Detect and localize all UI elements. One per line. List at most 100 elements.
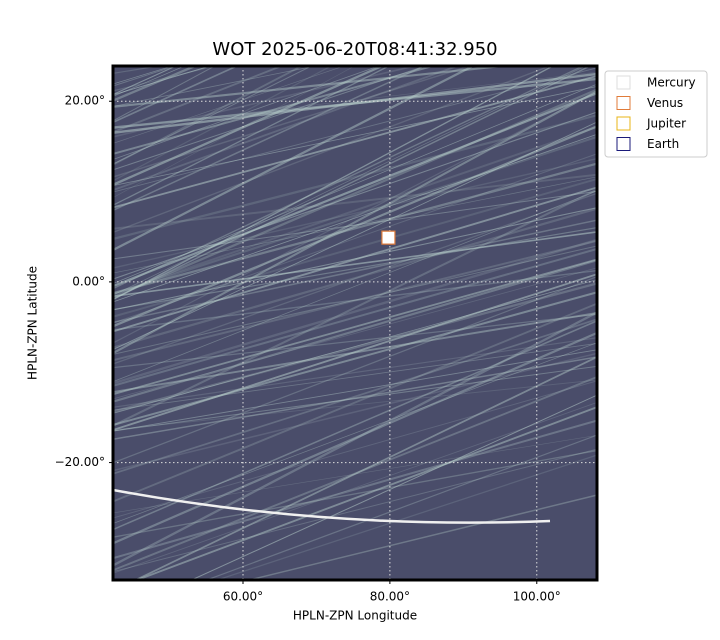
y-axis-label: HPLN-ZPN Latitude (26, 266, 40, 380)
legend-label: Jupiter (646, 117, 686, 131)
legend-swatch (616, 137, 631, 151)
streak (113, 379, 597, 431)
streak (113, 311, 597, 567)
streak (113, 66, 419, 138)
streak (113, 66, 555, 301)
streak (113, 77, 597, 129)
streaks (93, 0, 617, 580)
streak (93, 0, 617, 44)
streak (113, 259, 597, 403)
streak (113, 133, 597, 303)
x-tick-label: 80.00° (370, 590, 410, 604)
legend-label: Mercury (647, 76, 696, 90)
streak (113, 356, 597, 440)
streak (113, 135, 597, 296)
streak (113, 157, 597, 269)
streak (113, 66, 186, 97)
streak (113, 66, 428, 171)
streak (113, 337, 597, 408)
planet-marker (382, 231, 395, 244)
streak (113, 75, 597, 209)
legend-label: Earth (647, 137, 679, 151)
streak (113, 66, 239, 124)
streak (246, 494, 597, 580)
streak (113, 352, 597, 472)
legend-label: Venus (647, 96, 683, 110)
streak (113, 245, 597, 355)
streak (113, 162, 597, 295)
planet-marker (381, 230, 396, 245)
frame (111, 64, 599, 582)
streak (113, 178, 597, 318)
x-tick-label: 100.00° (513, 590, 561, 604)
streak (113, 89, 597, 355)
streak (113, 66, 585, 290)
streak (113, 66, 552, 234)
streak (113, 343, 597, 411)
streak (113, 302, 597, 503)
streak (113, 121, 597, 351)
streak (113, 282, 597, 413)
streak (113, 66, 437, 155)
streak (113, 66, 385, 187)
streak (113, 173, 597, 230)
streak (113, 313, 597, 369)
streak (113, 231, 597, 298)
streak (113, 258, 597, 396)
streak (113, 88, 597, 299)
streak (113, 66, 285, 134)
streak (113, 66, 198, 102)
streak (93, 0, 617, 38)
streak (113, 66, 513, 108)
streak (113, 342, 597, 524)
y-tick-label: 20.00° (65, 94, 105, 108)
streak (93, 0, 617, 28)
streak (93, 0, 617, 74)
streak (113, 86, 597, 187)
streak (113, 90, 597, 344)
streak (113, 380, 597, 519)
streak (93, 0, 617, 26)
streak (113, 66, 212, 96)
streak (113, 72, 597, 134)
markers (381, 230, 396, 245)
streak (113, 192, 597, 365)
streak (113, 188, 597, 427)
streak (113, 125, 597, 328)
legend: Mercury Venus Jupiter Earth (604, 70, 708, 158)
streak (113, 66, 218, 92)
legend-swatch (616, 75, 631, 90)
streak (113, 66, 346, 144)
streak (113, 92, 597, 288)
streak (113, 66, 356, 199)
streak (215, 454, 597, 580)
streak (113, 269, 597, 331)
streak (113, 219, 597, 324)
x-axis-label: HPLN-ZPN Longitude (293, 609, 417, 623)
streak (133, 356, 597, 580)
y-tick-label: 0.00° (72, 274, 105, 288)
streak (113, 71, 597, 129)
streak (113, 67, 597, 193)
streak (113, 207, 597, 311)
streak (134, 406, 597, 580)
streak (113, 111, 597, 280)
streak (113, 318, 597, 475)
streak (113, 66, 476, 252)
streak (113, 419, 597, 560)
streak (113, 291, 597, 426)
streak (113, 114, 597, 241)
x-tick-label: 60.00° (223, 590, 263, 604)
streak (113, 153, 597, 324)
streak (190, 394, 597, 580)
streak (113, 66, 473, 178)
streak (113, 375, 597, 572)
streak (113, 247, 597, 387)
streak (113, 275, 597, 464)
streak (113, 66, 587, 296)
streak (113, 66, 381, 160)
streak (113, 273, 597, 431)
streak (113, 207, 597, 349)
streak (113, 66, 460, 192)
